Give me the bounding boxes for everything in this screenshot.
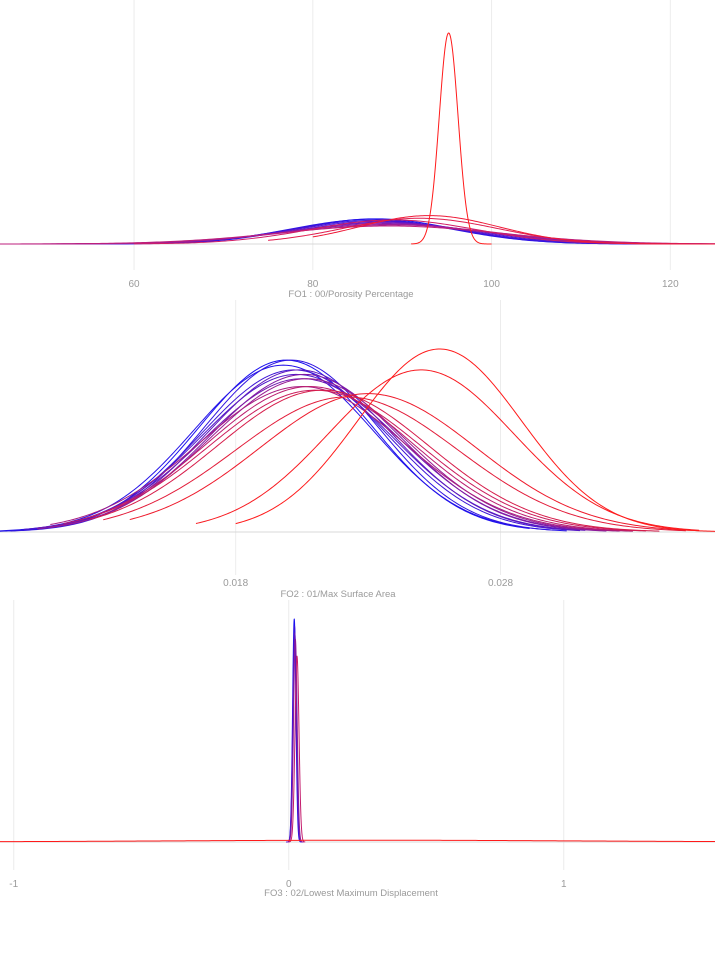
surface-area-density-curve-c11 (63, 386, 633, 532)
surface-area-density-curve-c7 (37, 378, 607, 532)
displacement-density-curve-c6 (0, 839, 715, 843)
surface-area-density-curve-c16 (195, 369, 700, 531)
surface-area-density-curve-c1 (0, 359, 530, 532)
surface-area-grid-lines (235, 300, 501, 575)
porosity-x-ticks: 60 80 100 120 (129, 279, 680, 290)
max-surface-area-panel: 0.018 0.028 FO2 : 01/Max Surface Area (0, 300, 715, 600)
lowest-max-displacement-panel: -1 0 1 FO3 : 02/Lowest Maximum Displacemen… (0, 600, 715, 899)
porosity-density-curve-c12 (312, 215, 715, 245)
surface-area-x-axis-title: FO2 : 01/Max Surface Area (280, 589, 396, 600)
surface-area-x-ticks: 0.018 0.028 (223, 578, 513, 589)
porosity-tick-label: 100 (483, 279, 500, 290)
porosity-density-curves (0, 32, 715, 245)
displacement-x-axis-title: FO3 : 02/Lowest Maximum Displacement (264, 888, 438, 899)
porosity-grid-lines (133, 0, 671, 270)
displacement-density-curves (0, 618, 715, 843)
displacement-tick-label: 0 (286, 879, 292, 890)
surface-area-density-curve-c14 (103, 396, 686, 532)
porosity-tick-label: 80 (307, 279, 319, 290)
surface-area-density-curve-c4 (23, 369, 580, 532)
surface-area-density-curve-c15 (129, 393, 700, 532)
surface-area-density-curve-c3 (10, 359, 554, 532)
surface-area-density-curve-c5 (23, 373, 586, 531)
displacement-tick-label: 1 (561, 879, 567, 890)
porosity-tick-label: 120 (662, 279, 679, 290)
surface-area-density-curve-c12 (89, 389, 647, 532)
surface-area-density-curve-c2 (0, 364, 567, 532)
surface-area-density-curves (0, 348, 715, 532)
surface-area-density-curve-c13 (89, 389, 660, 532)
porosity-x-axis-title: FO1 : 00/Porosity Percentage (288, 289, 413, 300)
displacement-tick-label: -1 (9, 879, 18, 890)
surface-area-tick-label: 0.018 (223, 578, 248, 589)
displacement-x-ticks: -1 0 1 (9, 879, 567, 890)
porosity-tick-label: 60 (129, 279, 141, 290)
porosity-density-curve-c13 (410, 32, 492, 245)
surface-area-density-curve-c17 (235, 348, 715, 532)
surface-area-tick-label: 0.028 (488, 578, 513, 589)
porosity-percentage-panel: 60 80 100 120 FO1 : 00/Porosity Percentage (0, 0, 715, 300)
porosity-density-curve-c9 (0, 225, 715, 245)
displacement-density-curve-c5 (288, 655, 306, 843)
displacement-grid-lines (13, 600, 565, 870)
